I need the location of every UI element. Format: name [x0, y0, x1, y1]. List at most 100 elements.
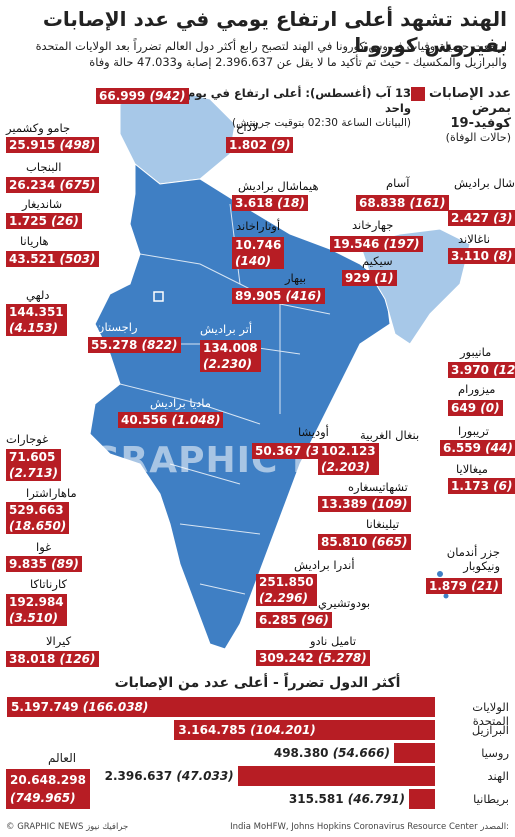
bar-5: [409, 789, 435, 809]
state-value-box: 1.802 (9): [226, 137, 294, 153]
state-name: تيلينغانا: [366, 517, 400, 531]
state-name: راجستان: [96, 320, 138, 334]
state-value-box: 3.618 (18): [232, 195, 308, 211]
state-name: أروناشال براديش: [454, 176, 515, 190]
bar-country-label: البرازيل: [471, 723, 509, 737]
map-andaman-1: [437, 571, 443, 577]
world-box: 20.648.298 (749.965): [6, 769, 90, 809]
state-value-box: 3.970 (12): [448, 362, 515, 378]
state-deaths: (1): [374, 271, 394, 285]
state-value-box: 25.915 (498): [6, 137, 99, 153]
state-cases: 3.110: [451, 249, 489, 263]
state-deaths: (5.278): [317, 651, 367, 665]
state-value-box: 102.123 (2.203): [318, 443, 379, 475]
state-cases: 19.546: [333, 237, 380, 251]
legend-title: عدد الإصابات: [429, 86, 511, 101]
state-value-box: 3.110 (8): [448, 248, 515, 264]
state-name: ناغالاند: [458, 232, 491, 246]
state-deaths: (44): [485, 441, 513, 455]
state-value-box: 38.018 (126): [6, 651, 99, 667]
map-main-body: [89, 162, 391, 650]
state-value-box: 1.173 (6): [448, 478, 515, 494]
state-value-box: 929 (1): [342, 270, 397, 286]
state-cases: 38.018: [9, 652, 56, 666]
state-deaths: (416): [285, 289, 322, 303]
state-name: سيكيم: [362, 254, 393, 268]
legend-line3: (حالات الوفاة): [445, 131, 511, 144]
state-value-box: 134.008 (2.230): [200, 340, 261, 372]
state-deaths: (18.650): [9, 519, 67, 533]
state-cases: 13.389: [321, 497, 368, 511]
state-value-box: 2.427 (3): [448, 210, 515, 226]
state-name: بودوتشيري: [318, 596, 371, 610]
state-deaths: (18): [277, 196, 305, 210]
bar-2: [174, 720, 435, 740]
world-label: العالم: [48, 751, 77, 765]
legend-swatch: [411, 86, 425, 101]
state-name: ميزورام: [458, 382, 496, 396]
state-name: مانيبور: [460, 345, 492, 359]
state-cases: 68.838: [359, 196, 406, 210]
state-value-box: 251.850 (2.296): [256, 574, 317, 606]
state-deaths: (26): [51, 214, 79, 228]
state-deaths: (665): [371, 535, 408, 549]
state-cases: 3.618: [235, 196, 273, 210]
state-name: ماهاراشترا: [26, 486, 77, 500]
state-deaths: (6): [493, 479, 513, 493]
bar-country-label: الولايات المتحدة: [472, 700, 509, 728]
state-name: البنجاب: [26, 160, 62, 174]
state-cases: 89.905: [235, 289, 282, 303]
bar-value-label: 5.197.749 (166.038): [11, 700, 149, 714]
state-name: أوتاراخاند: [236, 219, 281, 233]
state-value-box: 649 (0): [448, 400, 503, 416]
state-value-box: 68.838 (161): [356, 195, 449, 211]
state-cases: 71.605: [9, 450, 56, 464]
state-name: بنغال الغربية: [360, 428, 420, 442]
state-value-box: 71.605 (2.713): [6, 449, 61, 481]
legend-line2: بمرض كوفيد-19: [450, 101, 511, 131]
delhi-marker: [153, 291, 164, 302]
state-cases: 85.810: [321, 535, 368, 549]
bar-value-label: 2.396.637 (47.033): [104, 769, 234, 783]
state-cases: 3.970: [451, 363, 489, 377]
footer-source: India MoHFW, Johns Hopkins Coronavirus R…: [230, 822, 509, 832]
state-name: هاريانا: [20, 234, 49, 248]
state-deaths: (2.296): [259, 591, 308, 605]
state-deaths: (126): [59, 652, 96, 666]
state-value-box: 192.984 (3.510): [6, 594, 67, 626]
state-cases: 26.234: [9, 178, 56, 192]
map-north-region: [119, 88, 236, 185]
bar-1: [7, 697, 435, 717]
state-name: جهارخاند: [352, 218, 394, 232]
state-cases: 6.559: [443, 441, 481, 455]
subtitle: ارتفعت حصيلة وفيات فيروس كورونا في الهند…: [35, 39, 507, 69]
bar-value-label: 315.581 (46.791): [288, 792, 406, 806]
state-deaths: (675): [59, 178, 96, 192]
bar-country-label: الهند: [487, 769, 509, 783]
state-value-box: 55.278 (822): [88, 337, 181, 353]
state-name: هيماشال براديش: [238, 179, 319, 193]
state-cases: 251.850: [259, 575, 314, 589]
state-name: أوديشا: [298, 425, 329, 439]
state-name: جزر أندمان ونيكوبار: [446, 545, 500, 573]
bar-4: [237, 766, 435, 786]
date-note: 13 آب (أغسطس): أعلى ارتفاع في يوم واحد (…: [176, 86, 411, 131]
state-name: كارناتاكا: [30, 577, 67, 591]
state-name: شانديغار: [22, 197, 63, 211]
state-deaths: (197): [383, 237, 420, 251]
state-value-box: 40.556 (1.048): [118, 412, 224, 428]
state-cases: 144.351: [9, 305, 64, 319]
map-andaman-3: [443, 593, 449, 599]
footer-source-label: المصدر:: [480, 822, 509, 832]
state-name: آسام: [386, 176, 410, 190]
state-deaths: (4.153): [9, 321, 58, 335]
state-value-box: 13.389 (109): [318, 496, 411, 512]
note-line2: (البيانات الساعة 02:30 بتوقيت جرينتش): [232, 117, 411, 129]
bar-3: [393, 743, 435, 763]
state-cases: 55.278: [91, 338, 138, 352]
state-value-box: 9.835 (89): [6, 556, 82, 572]
world-cases: 20.648.298: [10, 773, 86, 787]
state-name: تاميل نادو: [310, 634, 357, 648]
state-value-box: 309.242 (5.278): [256, 650, 370, 666]
state-name: دلهي: [26, 288, 50, 302]
